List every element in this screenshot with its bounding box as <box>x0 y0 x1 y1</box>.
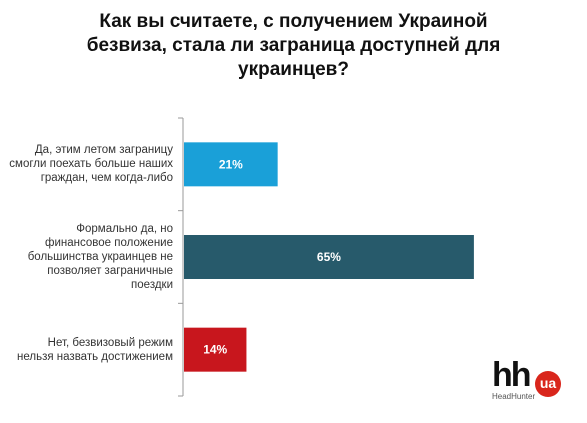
category-label-2-line-1: Нет, безвизовый режим <box>47 336 173 349</box>
category-label-0-line-1: Да, этим летом заграницу <box>34 144 173 157</box>
chart-title-line-2: безвиза, стала ли заграница доступней дл… <box>86 35 501 56</box>
chart-title-line-1: Как вы считаете, с получением Украиной <box>99 11 488 32</box>
category-label-0-line-3: граждан, чем когда-либо <box>40 172 173 185</box>
logo-hh-text: hh <box>492 356 532 394</box>
category-label-1-line-5: поездки <box>131 279 173 291</box>
bar-value-label-2: 14% <box>203 343 227 357</box>
bar-value-label-1: 65% <box>317 250 341 264</box>
category-label-1-line-3: большинства украинцев не <box>27 251 173 263</box>
category-label-2-line-2: нельзя назвать достижением <box>17 350 173 363</box>
logo-subtitle: HeadHunter <box>492 392 536 401</box>
bar-1 <box>184 235 474 279</box>
category-label-1-line-2: финансовое положение <box>45 237 173 249</box>
bar-2 <box>184 327 247 372</box>
category-label-2: Нет, безвизовый режим нельзя назвать дос… <box>1 336 173 364</box>
category-label-1-line-1: Формально да, но <box>76 223 173 235</box>
chart-title: Как вы считаете, с получением Украиной б… <box>40 10 547 82</box>
chart-title-line-3: украинцев? <box>238 59 349 80</box>
bar-0 <box>184 142 278 187</box>
category-label-1: Формально да, но финансовое положение бо… <box>1 222 173 292</box>
category-label-0: Да, этим летом заграницу смогли поехать … <box>1 143 173 185</box>
headhunter-logo: hh ua HeadHunter <box>492 356 572 402</box>
category-label-1-line-4: позволяет заграничные <box>47 265 173 277</box>
logo-ua-badge: ua <box>535 371 561 397</box>
category-label-0-line-2: смогли поехать больше наших <box>9 158 173 171</box>
bar-value-label-0: 21% <box>219 157 243 171</box>
